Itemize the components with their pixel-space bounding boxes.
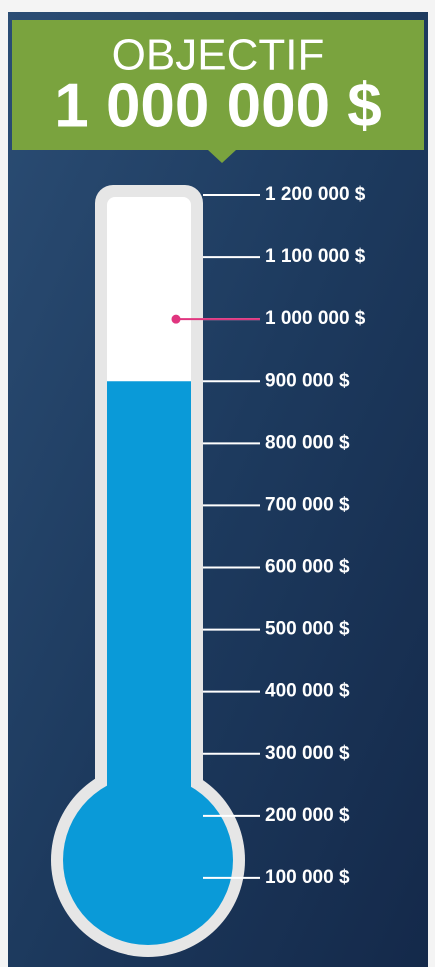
y-tick-label: 1 100 000 $ <box>265 246 366 267</box>
y-tick-label: 100 000 $ <box>265 867 350 888</box>
thermometer <box>51 185 245 957</box>
chart-subtitle: 1 000 000 $ <box>54 71 382 140</box>
y-tick-label: 700 000 $ <box>265 494 350 515</box>
header-banner <box>12 20 424 150</box>
y-tick-label: 600 000 $ <box>265 557 350 578</box>
y-tick-label: 800 000 $ <box>265 432 350 453</box>
banner-pointer <box>208 150 236 163</box>
y-tick-label: 300 000 $ <box>265 743 350 764</box>
fill-level <box>107 381 191 840</box>
y-tick-label: 1 000 000 $ <box>265 308 366 329</box>
y-tick-label: 200 000 $ <box>265 805 350 826</box>
bulb-fill <box>63 775 233 945</box>
chart-title: OBJECTIF <box>112 31 325 80</box>
goal-marker <box>171 314 181 324</box>
y-tick-label: 900 000 $ <box>265 370 350 391</box>
y-tick-label: 500 000 $ <box>265 619 350 640</box>
y-tick-label: 400 000 $ <box>265 681 350 702</box>
y-tick-label: 1 200 000 $ <box>265 184 366 205</box>
